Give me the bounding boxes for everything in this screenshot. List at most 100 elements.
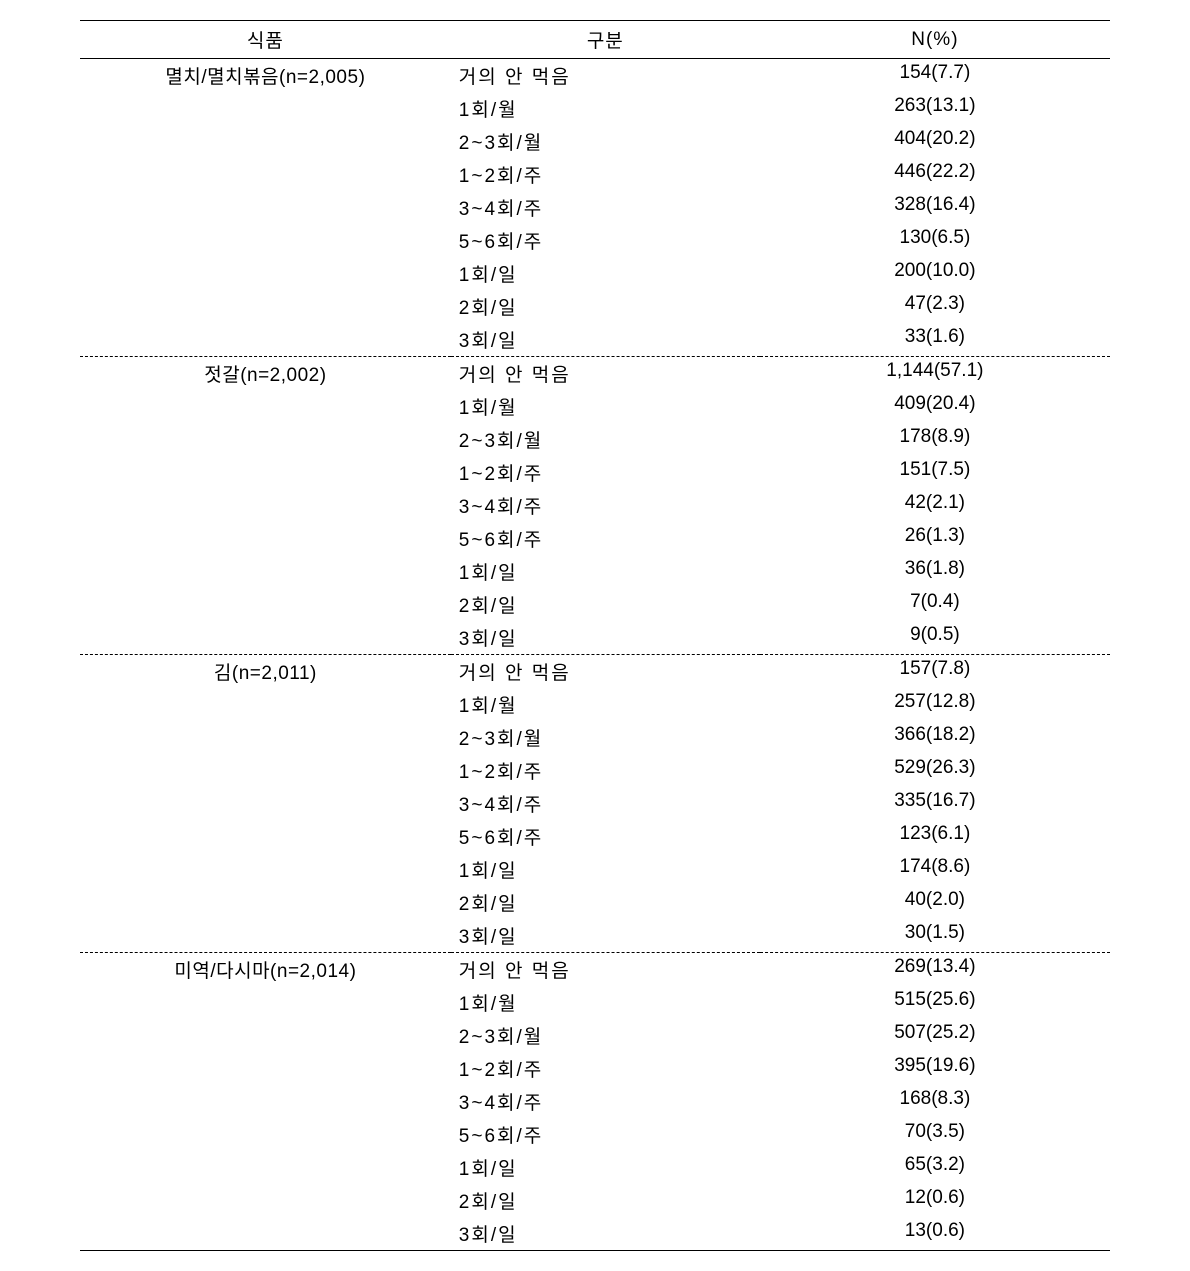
npct-cell: 9(0.5) (760, 621, 1110, 655)
npct-cell: 328(16.4) (760, 191, 1110, 224)
table-row: 1회/월263(13.1) (80, 92, 1110, 125)
frequency-cell: 1회/일 (451, 853, 760, 886)
food-cell (80, 257, 451, 290)
npct-cell: 130(6.5) (760, 224, 1110, 257)
npct-cell: 65(3.2) (760, 1151, 1110, 1184)
table-row: 1회/일200(10.0) (80, 257, 1110, 290)
table-row: 1~2회/주529(26.3) (80, 754, 1110, 787)
food-cell (80, 787, 451, 820)
food-cell (80, 489, 451, 522)
frequency-cell: 2~3회/월 (451, 721, 760, 754)
food-cell (80, 1217, 451, 1251)
npct-cell: 515(25.6) (760, 986, 1110, 1019)
food-cell (80, 125, 451, 158)
frequency-cell: 1회/일 (451, 257, 760, 290)
frequency-cell: 1~2회/주 (451, 456, 760, 489)
table-row: 5~6회/주130(6.5) (80, 224, 1110, 257)
table-row: 1회/월257(12.8) (80, 688, 1110, 721)
table-row: 3회/일9(0.5) (80, 621, 1110, 655)
food-cell (80, 1118, 451, 1151)
food-cell: 젓갈(n=2,002) (80, 357, 451, 391)
npct-cell: 409(20.4) (760, 390, 1110, 423)
frequency-cell: 거의 안 먹음 (451, 655, 760, 689)
food-cell (80, 423, 451, 456)
food-cell (80, 621, 451, 655)
column-header-frequency: 구분 (451, 21, 760, 59)
npct-cell: 30(1.5) (760, 919, 1110, 953)
frequency-cell: 2회/일 (451, 886, 760, 919)
food-cell: 김(n=2,011) (80, 655, 451, 689)
table-header-row: 식품 구분 N(%) (80, 21, 1110, 59)
frequency-cell: 1회/일 (451, 555, 760, 588)
table-row: 젓갈(n=2,002)거의 안 먹음1,144(57.1) (80, 357, 1110, 391)
frequency-cell: 거의 안 먹음 (451, 953, 760, 987)
frequency-cell: 1회/월 (451, 986, 760, 1019)
table-row: 1~2회/주446(22.2) (80, 158, 1110, 191)
npct-cell: 42(2.1) (760, 489, 1110, 522)
frequency-cell: 거의 안 먹음 (451, 357, 760, 391)
food-cell (80, 522, 451, 555)
table-row: 미역/다시마(n=2,014)거의 안 먹음269(13.4) (80, 953, 1110, 987)
npct-cell: 269(13.4) (760, 953, 1110, 987)
food-cell: 미역/다시마(n=2,014) (80, 953, 451, 987)
table-row: 5~6회/주70(3.5) (80, 1118, 1110, 1151)
npct-cell: 151(7.5) (760, 456, 1110, 489)
table-row: 2~3회/월507(25.2) (80, 1019, 1110, 1052)
table-row: 3~4회/주328(16.4) (80, 191, 1110, 224)
npct-cell: 1,144(57.1) (760, 357, 1110, 391)
npct-cell: 335(16.7) (760, 787, 1110, 820)
table-row: 1회/월409(20.4) (80, 390, 1110, 423)
table-group: 김(n=2,011)거의 안 먹음157(7.8)1회/월257(12.8)2~… (80, 655, 1110, 953)
table-group: 멸치/멸치볶음(n=2,005)거의 안 먹음154(7.7)1회/월263(1… (80, 59, 1110, 357)
npct-cell: 7(0.4) (760, 588, 1110, 621)
npct-cell: 13(0.6) (760, 1217, 1110, 1251)
table-row: 3회/일13(0.6) (80, 1217, 1110, 1251)
table-row: 3회/일33(1.6) (80, 323, 1110, 357)
table-row: 2회/일12(0.6) (80, 1184, 1110, 1217)
table-group: 미역/다시마(n=2,014)거의 안 먹음269(13.4)1회/월515(2… (80, 953, 1110, 1251)
npct-cell: 507(25.2) (760, 1019, 1110, 1052)
frequency-cell: 5~6회/주 (451, 224, 760, 257)
table-row: 1회/일174(8.6) (80, 853, 1110, 886)
food-cell (80, 1019, 451, 1052)
frequency-cell: 2~3회/월 (451, 1019, 760, 1052)
npct-cell: 395(19.6) (760, 1052, 1110, 1085)
frequency-cell: 3회/일 (451, 1217, 760, 1251)
npct-cell: 178(8.9) (760, 423, 1110, 456)
food-cell (80, 290, 451, 323)
table-row: 2~3회/월178(8.9) (80, 423, 1110, 456)
table-row: 1회/일65(3.2) (80, 1151, 1110, 1184)
frequency-cell: 3회/일 (451, 919, 760, 953)
food-cell (80, 853, 451, 886)
food-cell (80, 224, 451, 257)
table-row: 3~4회/주168(8.3) (80, 1085, 1110, 1118)
frequency-cell: 2~3회/월 (451, 125, 760, 158)
food-cell (80, 886, 451, 919)
table-row: 3회/일30(1.5) (80, 919, 1110, 953)
frequency-cell: 1회/월 (451, 688, 760, 721)
food-cell (80, 688, 451, 721)
food-frequency-table: 식품 구분 N(%) 멸치/멸치볶음(n=2,005)거의 안 먹음154(7.… (80, 20, 1110, 1251)
npct-cell: 257(12.8) (760, 688, 1110, 721)
frequency-cell: 1~2회/주 (451, 1052, 760, 1085)
npct-cell: 123(6.1) (760, 820, 1110, 853)
table-row: 5~6회/주123(6.1) (80, 820, 1110, 853)
table-row: 1~2회/주151(7.5) (80, 456, 1110, 489)
table-row: 2~3회/월366(18.2) (80, 721, 1110, 754)
npct-cell: 157(7.8) (760, 655, 1110, 689)
frequency-cell: 1회/일 (451, 1151, 760, 1184)
frequency-cell: 1회/월 (451, 92, 760, 125)
column-header-food: 식품 (80, 21, 451, 59)
frequency-cell: 2회/일 (451, 290, 760, 323)
table-row: 1회/일36(1.8) (80, 555, 1110, 588)
table-row: 1~2회/주395(19.6) (80, 1052, 1110, 1085)
npct-cell: 366(18.2) (760, 721, 1110, 754)
food-cell (80, 92, 451, 125)
frequency-cell: 3~4회/주 (451, 489, 760, 522)
frequency-cell: 2회/일 (451, 588, 760, 621)
frequency-cell: 1~2회/주 (451, 158, 760, 191)
npct-cell: 47(2.3) (760, 290, 1110, 323)
food-cell: 멸치/멸치볶음(n=2,005) (80, 59, 451, 93)
npct-cell: 12(0.6) (760, 1184, 1110, 1217)
frequency-cell: 5~6회/주 (451, 522, 760, 555)
